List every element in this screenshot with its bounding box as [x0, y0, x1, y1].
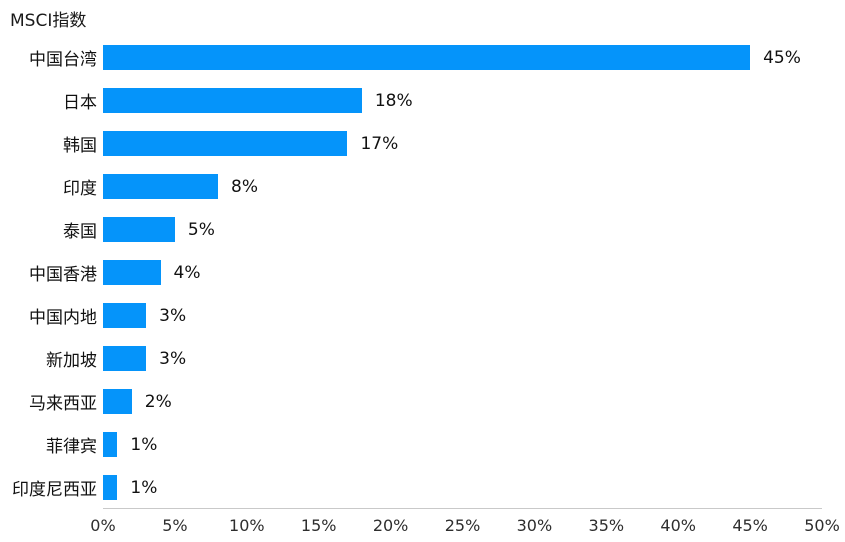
x-axis-tick-label: 0% — [90, 516, 116, 535]
bar-wrap: 1% — [103, 432, 845, 457]
value-label: 45% — [763, 47, 801, 68]
chart-row: 中国台湾 45% — [0, 36, 845, 79]
x-axis-tick-label: 15% — [300, 516, 337, 535]
chart-row: 印度 8% — [0, 165, 845, 208]
category-label: 中国香港 — [29, 265, 97, 285]
bar — [103, 389, 132, 414]
value-label: 5% — [187, 219, 215, 240]
category-label: 韩国 — [63, 136, 97, 156]
category-label: 印度 — [63, 179, 97, 199]
bar-wrap: 3% — [103, 346, 845, 371]
value-label: 3% — [159, 348, 187, 369]
category-label: 印度尼西亚 — [12, 480, 97, 500]
category-label: 中国台湾 — [29, 50, 97, 70]
chart-row: 马来西亚 2% — [0, 380, 845, 423]
x-axis-tick-label: 5% — [162, 516, 188, 535]
category-label: 泰国 — [63, 222, 97, 242]
bar-wrap: 17% — [103, 131, 845, 156]
bar — [103, 45, 751, 70]
x-axis-ticks: 0% 5% 10% 15% 20% 25% 30% 35% 40% 45% 50% — [0, 516, 845, 540]
bar — [103, 432, 118, 457]
category-label: 新加坡 — [46, 351, 97, 371]
chart-row: 韩国 17% — [0, 122, 845, 165]
chart-row: 泰国 5% — [0, 208, 845, 251]
bar-wrap: 2% — [103, 389, 845, 414]
bar — [103, 475, 118, 500]
bar-wrap: 1% — [103, 475, 845, 500]
bar-wrap: 18% — [103, 88, 845, 113]
chart-row: 中国内地 3% — [0, 294, 845, 337]
bar — [103, 260, 161, 285]
chart-rows: 中国台湾 45% 日本 18% 韩国 17% 印度 8% 泰国 5% — [0, 36, 845, 509]
x-axis-tick-label: 45% — [732, 516, 768, 535]
x-axis-line — [103, 508, 822, 509]
bar-wrap: 8% — [103, 174, 845, 199]
bar — [103, 88, 362, 113]
value-label: 2% — [144, 391, 172, 412]
value-label: 1% — [130, 434, 158, 455]
x-axis-tick-label: 25% — [444, 516, 481, 535]
category-label: 菲律宾 — [46, 437, 97, 457]
value-label: 4% — [173, 262, 201, 283]
bar — [103, 346, 147, 371]
x-axis-tick-label: 20% — [372, 516, 409, 535]
bar — [103, 131, 348, 156]
x-axis-tick-label: 30% — [516, 516, 553, 535]
bar-wrap: 3% — [103, 303, 845, 328]
bar-wrap: 45% — [103, 45, 845, 70]
bar — [103, 303, 147, 328]
value-label: 3% — [159, 305, 187, 326]
chart-row: 日本 18% — [0, 79, 845, 122]
bar — [103, 217, 175, 242]
x-axis-tick-label: 10% — [229, 516, 265, 535]
x-axis-tick-label: 50% — [804, 516, 840, 535]
bar — [103, 174, 219, 199]
category-label: 日本 — [63, 93, 97, 113]
x-axis-tick-label: 40% — [660, 516, 696, 535]
x-axis-tick-label: 35% — [588, 516, 625, 535]
category-label: 马来西亚 — [29, 394, 97, 414]
chart-row: 中国香港 4% — [0, 251, 845, 294]
bar-wrap: 5% — [103, 217, 845, 242]
chart-row: 菲律宾 1% — [0, 423, 845, 466]
chart-title: MSCI指数 — [10, 11, 87, 31]
value-label: 17% — [360, 133, 399, 154]
category-label: 中国内地 — [29, 308, 97, 328]
bar-wrap: 4% — [103, 260, 845, 285]
chart-row: 新加坡 3% — [0, 337, 845, 380]
chart-row: 印度尼西亚 1% — [0, 466, 845, 509]
value-label: 8% — [231, 176, 259, 197]
value-label: 18% — [374, 90, 413, 111]
value-label: 1% — [130, 477, 158, 498]
